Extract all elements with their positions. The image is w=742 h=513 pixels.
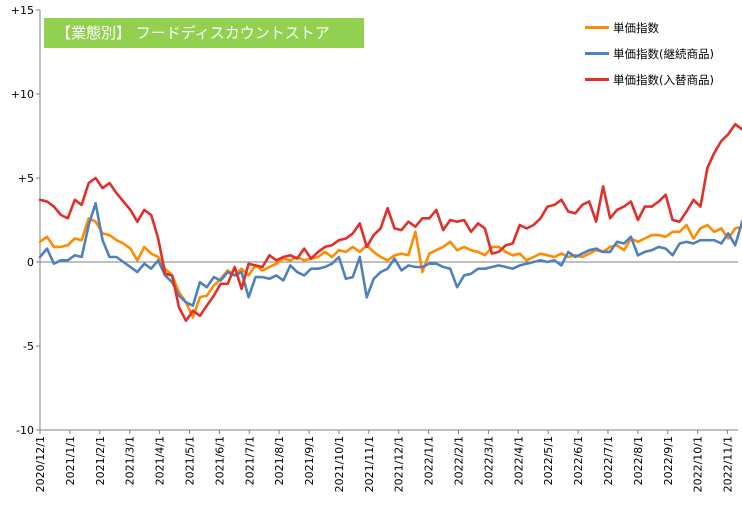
series-lines (38, 122, 742, 323)
x-tick-label: 2021/2/1 (94, 436, 107, 485)
chart-title-banner: 【業態別】 フードディスカウントストア (44, 18, 364, 48)
y-tick-label: +10 (11, 88, 34, 101)
y-tick-label: +15 (11, 4, 34, 17)
x-tick-label: 2021/4/1 (154, 436, 167, 485)
x-tick-label: 2022/3/1 (482, 436, 495, 485)
x-tick-label: 2021/12/1 (393, 436, 406, 492)
x-tick-label: 2022/5/1 (542, 436, 555, 485)
x-tick-label: 2021/6/1 (213, 436, 226, 485)
x-tick-label: 2021/11/1 (363, 436, 376, 492)
y-tick-label: 0 (27, 256, 34, 269)
x-tick-label: 2022/1/1 (423, 436, 436, 485)
x-tick-label: 2022/2/1 (453, 436, 466, 485)
legend-label-continuing-products: 単価指数(継続商品) (613, 47, 714, 61)
y-tick-label: +5 (18, 172, 34, 185)
x-tick-label: 2022/10/1 (692, 436, 705, 492)
x-tick-label: 2021/7/1 (243, 436, 256, 485)
series-line-3 (38, 122, 742, 323)
x-tick-label: 2022/6/1 (572, 436, 585, 485)
x-tick-label: 2021/8/1 (273, 436, 286, 485)
x-tick-label: 2021/3/1 (124, 436, 137, 485)
x-tick-label: 2021/9/1 (303, 436, 316, 485)
x-tick-label: 2020/12/1 (34, 436, 47, 492)
x-tick-label: 2022/7/1 (602, 436, 615, 485)
legend-item-replaced-products: 単価指数(入替商品) (585, 72, 735, 98)
x-tick-label: 2022/4/1 (512, 436, 525, 485)
legend-item-continuing-products: 単価指数(継続商品) (585, 46, 735, 72)
x-tick-label: 2021/5/1 (183, 436, 196, 485)
legend-swatch-unit-price-index (585, 26, 609, 29)
legend-label-replaced-products: 単価指数(入替商品) (613, 73, 714, 87)
x-tick-label: 2021/1/1 (64, 436, 77, 485)
legend-swatch-replaced-products (585, 78, 609, 81)
x-tick-label: 2022/11/1 (722, 436, 735, 492)
x-tick-label: 2021/10/1 (333, 436, 346, 492)
legend-swatch-continuing-products (585, 52, 609, 55)
x-tick-labels: 2020/12/1 2021/1/1 2021/2/1 2021/3/1 2021/4/… (34, 436, 735, 492)
y-tick-label: -10 (16, 424, 34, 437)
y-tick-label: -5 (23, 340, 34, 353)
legend-item-unit-price-index: 単価指数 (585, 20, 735, 46)
legend-label-unit-price-index: 単価指数 (613, 21, 659, 35)
x-tick-label: 2022/8/1 (632, 436, 645, 485)
x-tick-label: 2022/9/1 (662, 436, 675, 485)
y-tick-labels: +15 +10 +5 0 -5 -10 (11, 4, 34, 437)
legend: 単価指数 単価指数(継続商品) 単価指数(入替商品) (585, 20, 735, 98)
series-line-1 (38, 217, 742, 319)
